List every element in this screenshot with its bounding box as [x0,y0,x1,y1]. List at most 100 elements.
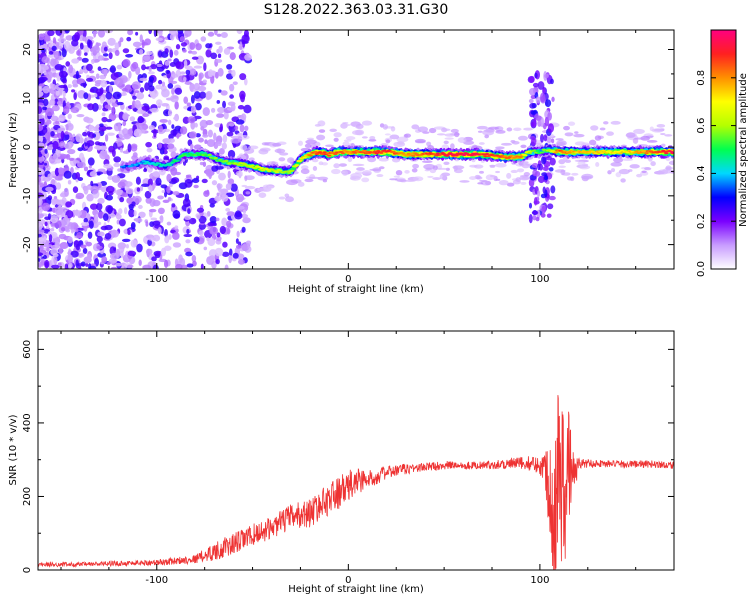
noise-blob [111,106,115,114]
noise-blob [94,82,101,87]
noise-blob [83,45,90,54]
noise-blob [71,89,76,93]
noise-blob [241,243,248,251]
noise-blob [125,54,134,58]
noise-blob [87,39,91,48]
noise-blob [540,133,544,143]
noise-blob [207,129,213,138]
noise-blob [535,216,540,222]
noise-blob [112,91,122,100]
noise-blob [489,174,496,178]
noise-blob [209,216,217,224]
noise-blob [47,54,56,58]
noise-blob [152,170,160,178]
noise-blob [58,141,66,149]
spectral-ridge-cell [239,164,245,167]
spectrogram-heatmap [38,30,674,269]
noise-blob [184,30,192,37]
noise-blob [59,241,69,250]
noise-blob [89,203,98,211]
noise-blob [87,253,92,261]
spectral-ridge-cell [391,150,396,153]
noise-blob [226,227,231,235]
noise-blob [533,197,538,206]
spectral-ridge-cell [302,156,307,159]
noise-blob [443,140,449,145]
noise-blob [198,72,204,79]
noise-blob [108,112,117,122]
spectral-ridge-cell [353,151,358,154]
noise-blob [42,254,47,260]
noise-blob [209,226,218,235]
noise-blob [169,33,175,41]
noise-blob [215,71,219,79]
x-tick-label: 100 [530,575,549,586]
noise-blob [127,143,132,153]
noise-blob [107,205,113,215]
noise-blob [646,140,658,143]
spectral-ridge-cell [342,149,347,152]
noise-blob [522,161,529,164]
noise-blob [183,233,193,238]
spectral-ridge-cell [175,159,180,162]
noise-blob [185,69,191,75]
noise-blob [54,175,63,181]
spectrogram-y-axis-label: Frequency (Hz) [8,112,19,188]
noise-blob [82,247,88,254]
noise-blob [206,210,211,217]
noise-blob [531,162,539,169]
noise-blob [239,124,245,133]
noise-blob [444,137,454,140]
noise-blob [44,34,51,41]
noise-blob [495,170,500,174]
noise-blob [39,196,47,200]
noise-blob [186,263,194,268]
noise-blob [473,164,484,169]
noise-blob [67,180,72,185]
noise-blob [333,137,339,142]
noise-blob [39,244,44,252]
noise-blob [106,118,113,123]
noise-blob [83,185,89,195]
noise-blob [668,160,674,166]
noise-blob [542,186,546,194]
noise-blob [64,263,69,269]
spectral-ridge-cell [509,154,514,157]
noise-blob [65,61,71,67]
noise-blob [199,91,207,99]
noise-blob [180,42,188,47]
noise-blob [615,172,622,178]
noise-blob [38,237,45,242]
noise-blob [167,83,174,89]
noise-blob [412,163,419,169]
noise-blob [203,246,208,251]
noise-blob [164,60,170,66]
noise-blob [97,66,102,71]
noise-blob [96,235,103,243]
noise-blob [44,221,48,227]
noise-blob [531,103,537,109]
noise-blob [423,163,436,170]
noise-blob [478,179,488,182]
noise-blob [427,175,434,178]
noise-blob [50,215,59,224]
noise-blob [132,95,137,100]
noise-blob [171,124,175,129]
noise-blob [126,197,134,205]
noise-blob [382,124,388,130]
noise-blob [147,178,153,187]
noise-blob [79,42,84,50]
noise-blob [122,112,129,121]
noise-blob [532,82,539,88]
noise-blob [636,173,643,178]
noise-blob [65,225,70,232]
noise-blob [123,181,133,187]
y-tick-label: -10 [22,188,33,204]
noise-blob [68,64,74,74]
noise-blob [306,137,314,140]
noise-blob [113,156,122,163]
noise-blob [174,101,179,110]
noise-blob [50,227,55,232]
spectral-ridge-cell [553,151,559,154]
noise-blob [477,182,484,185]
